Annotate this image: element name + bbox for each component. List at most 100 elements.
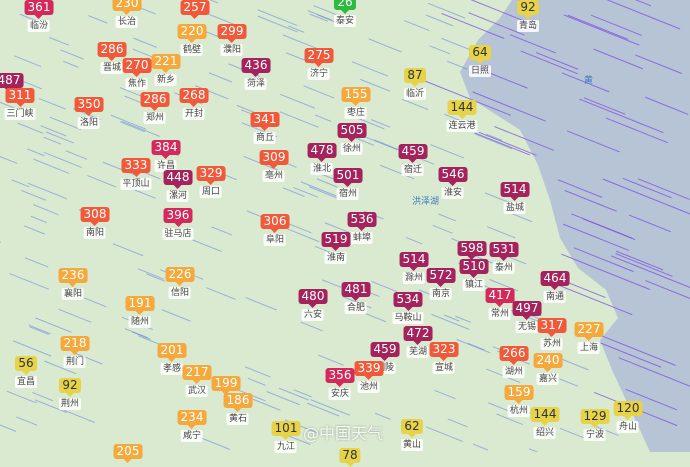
city-label: 宿迁 (401, 164, 424, 176)
city-label: 九江 (274, 441, 297, 453)
aqi-marker[interactable]: 64 日照 (468, 45, 492, 77)
aqi-marker[interactable]: 531 泰州 (489, 242, 519, 274)
sea-label: 黄 (584, 76, 594, 86)
aqi-marker[interactable]: 227 上海 (574, 322, 604, 354)
aqi-marker[interactable]: 534 马鞍山 (392, 292, 424, 324)
aqi-marker[interactable]: 487 (0, 73, 24, 92)
aqi-marker[interactable]: 384 许昌 (151, 140, 181, 172)
aqi-marker[interactable]: 329 周口 (196, 166, 226, 198)
wind-line (27, 148, 45, 157)
aqi-marker[interactable]: 266 湖州 (499, 346, 529, 378)
aqi-marker[interactable]: 572 南京 (426, 268, 456, 300)
aqi-marker[interactable]: 201 孝感 (157, 343, 187, 375)
aqi-marker[interactable]: 101 九江 (271, 421, 301, 453)
aqi-marker[interactable]: 464 南通 (540, 271, 570, 303)
aqi-marker[interactable]: 510 镇江 (459, 259, 489, 291)
aqi-marker[interactable]: 309 亳州 (259, 150, 289, 182)
aqi-marker[interactable]: 234 咸宁 (177, 410, 207, 442)
aqi-marker[interactable]: 396 驻马店 (162, 208, 194, 240)
aqi-marker[interactable]: 546 淮安 (438, 167, 468, 199)
aqi-marker[interactable]: 159 杭州 (504, 385, 534, 417)
aqi-marker[interactable]: 350 洛阳 (74, 97, 104, 129)
aqi-value: 129 (580, 409, 610, 428)
aqi-value: 236 (58, 268, 88, 287)
aqi-marker[interactable]: 333 平顶山 (120, 158, 152, 190)
aqi-marker[interactable]: 92 青岛 (516, 0, 540, 32)
aqi-marker[interactable]: 240 嘉兴 (533, 353, 563, 385)
aqi-marker[interactable]: 270 焦作 (122, 58, 152, 90)
aqi-marker[interactable]: 275 济宁 (304, 48, 334, 80)
aqi-marker[interactable]: 129 宁波 (580, 409, 610, 441)
aqi-marker[interactable]: 472 芜湖 (403, 326, 433, 358)
aqi-marker[interactable]: 56 宜昌 (14, 356, 38, 388)
aqi-marker[interactable]: 191 随州 (125, 296, 155, 328)
aqi-marker[interactable]: 144 连云港 (446, 100, 478, 132)
aqi-marker[interactable]: 417 常州 (485, 288, 515, 320)
aqi-value: 519 (321, 232, 351, 251)
aqi-marker[interactable]: 226 信阳 (165, 267, 195, 299)
aqi-marker[interactable]: 199 (211, 376, 241, 395)
aqi-marker[interactable]: 92 荆州 (58, 378, 82, 410)
aqi-marker[interactable]: 519 淮南 (321, 232, 351, 264)
aqi-marker[interactable]: 268 开封 (179, 88, 209, 120)
aqi-marker[interactable]: 186 黄石 (223, 393, 253, 425)
aqi-marker[interactable]: 436 菏泽 (241, 58, 271, 90)
aqi-value: 268 (179, 88, 209, 107)
aqi-marker[interactable]: 217 武汉 (182, 365, 212, 397)
aqi-marker[interactable]: 514 滁州 (399, 252, 429, 284)
aqi-marker[interactable]: 218 荆门 (60, 336, 90, 368)
wind-line (32, 391, 54, 402)
aqi-marker[interactable]: 62 黄山 (400, 419, 424, 451)
city-label: 池州 (357, 381, 380, 393)
city-label: 六安 (301, 309, 324, 321)
city-label: 嘉兴 (536, 373, 559, 385)
aqi-marker[interactable]: 356 安庆 (325, 368, 355, 400)
city-label: 平顶山 (120, 178, 152, 190)
aqi-marker[interactable]: 220 鹤壁 (177, 24, 207, 56)
aqi-marker[interactable]: 339 池州 (354, 361, 384, 393)
aqi-marker[interactable]: 286 郑州 (140, 92, 170, 124)
aqi-marker[interactable]: 311 三门峡 (4, 88, 36, 120)
aqi-marker[interactable]: 323 宣城 (429, 342, 459, 374)
aqi-marker[interactable]: 480 六安 (298, 289, 328, 321)
aqi-marker[interactable]: 221 新乡 (151, 54, 181, 86)
wind-line (87, 175, 117, 188)
aqi-marker[interactable]: 257 (180, 0, 210, 19)
aqi-marker[interactable]: 497 无锡 (512, 301, 542, 333)
aqi-marker[interactable]: 299 濮阳 (217, 24, 247, 56)
aqi-marker[interactable]: 308 南阳 (80, 207, 110, 239)
aqi-marker[interactable]: 236 襄阳 (58, 268, 88, 300)
aqi-value: 396 (163, 208, 193, 227)
aqi-marker[interactable]: 459 铜陵 (370, 342, 400, 374)
wind-line (602, 178, 690, 215)
wind-line (308, 186, 338, 199)
aqi-marker[interactable]: 87 临沂 (403, 68, 427, 100)
aqi-marker[interactable]: 505 徐州 (337, 123, 367, 155)
aqi-marker[interactable]: 501 宿州 (333, 168, 363, 200)
city-label: 泰州 (492, 262, 515, 274)
city-label: 洛阳 (77, 117, 100, 129)
aqi-marker[interactable]: 306 阜阳 (260, 214, 290, 246)
aqi-marker[interactable]: 448 漯河 (163, 170, 193, 202)
wind-line (303, 85, 335, 99)
city-label: 淮安 (441, 187, 464, 199)
aqi-marker[interactable]: 598 (457, 241, 487, 260)
aqi-marker[interactable]: 286 晋城 (97, 42, 127, 74)
aqi-marker[interactable]: 26 泰安 (333, 0, 357, 27)
aqi-marker[interactable]: 155 枣庄 (341, 87, 371, 119)
aqi-marker[interactable]: 478 淮北 (307, 143, 337, 175)
aqi-marker[interactable]: 361 临汾 (24, 0, 54, 32)
aqi-marker[interactable]: 536 蚌埠 (347, 212, 377, 244)
aqi-marker[interactable]: 514 盐城 (500, 182, 530, 214)
aqi-marker[interactable]: 144 绍兴 (530, 407, 560, 439)
aqi-marker[interactable]: 341 商丘 (250, 112, 280, 144)
city-label: 郑州 (143, 112, 166, 124)
aqi-marker[interactable]: 230 长治 (112, 0, 142, 28)
aqi-marker[interactable]: 78 (339, 448, 361, 467)
aqi-marker[interactable]: 317 苏州 (537, 318, 567, 350)
aqi-value: 299 (217, 24, 247, 43)
aqi-marker[interactable]: 459 宿迁 (398, 144, 428, 176)
aqi-value: 226 (165, 267, 195, 286)
aqi-marker[interactable]: 120 舟山 (613, 401, 643, 433)
aqi-marker[interactable]: 481 合肥 (341, 282, 371, 314)
